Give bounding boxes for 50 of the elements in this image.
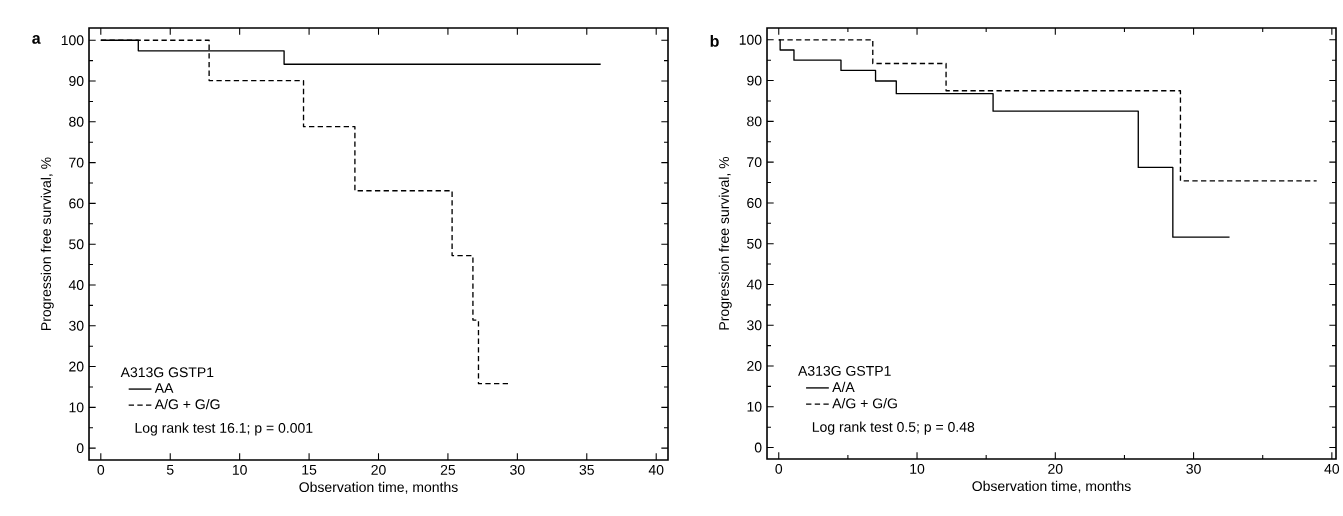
y-axis-title: Progression free survival, % (40, 157, 54, 330)
x-tick-label: 5 (166, 464, 174, 475)
x-tick-label: 10 (910, 463, 925, 474)
y-tick-label: 50 (747, 238, 762, 249)
legend-label: A/A (832, 381, 855, 393)
y-tick-label: 0 (76, 443, 84, 454)
annotation: Log rank test 0.5; p = 0.48 (812, 421, 975, 435)
y-tick-label: 20 (747, 361, 762, 371)
y-tick-label: 40 (746, 279, 762, 290)
x-axis-title: Observation time, months (299, 481, 458, 494)
chart-title: b (710, 35, 719, 47)
legend-title: A313G GSTP1 (798, 365, 891, 376)
y-tick-label: 80 (747, 116, 762, 127)
y-tick-label: 10 (69, 402, 84, 413)
x-tick-label: 40 (1324, 463, 1340, 474)
legend-label: AA (154, 383, 174, 393)
legend-label: A/G + G/G (154, 398, 220, 410)
x-tick-label: 20 (1048, 463, 1063, 474)
y-tick-label: 100 (739, 34, 762, 45)
y-tick-label: 30 (747, 320, 762, 331)
y-tick-label: 100 (61, 35, 84, 46)
y-tick-label: 80 (69, 116, 84, 127)
y-tick-label: 70 (747, 157, 762, 168)
x-tick-label: 10 (232, 464, 247, 475)
y-tick-label: 20 (69, 361, 84, 372)
y-tick-label: 10 (747, 401, 762, 412)
y-axis-title: Progression free survival, % (718, 156, 732, 330)
y-tick-label: 90 (747, 75, 762, 86)
y-tick-label: 60 (69, 198, 84, 209)
y-tick-label: 40 (68, 280, 84, 290)
y-tick-label: 60 (747, 197, 762, 208)
y-tick-label: 90 (69, 76, 84, 86)
y-tick-label: 70 (69, 157, 84, 168)
x-tick-label: 35 (579, 464, 594, 475)
y-tick-label: 50 (69, 239, 84, 250)
x-tick-label: 40 (648, 464, 664, 475)
y-tick-label: 30 (69, 320, 84, 331)
x-tick-label: 30 (510, 464, 525, 475)
x-tick-label: 0 (97, 464, 105, 475)
y-tick-label: 0 (754, 442, 762, 453)
x-tick-label: 20 (371, 464, 386, 475)
legend-title: A313G GSTP1 (120, 367, 214, 378)
x-tick-label: 0 (775, 463, 783, 474)
x-axis-title: Observation time, months (972, 480, 1131, 493)
x-tick-label: 30 (1186, 463, 1201, 474)
x-tick-label: 25 (440, 464, 456, 475)
x-tick-label: 15 (302, 464, 317, 475)
chart-title: a (32, 35, 41, 44)
legend-label: A/G + G/G (832, 398, 897, 409)
annotation: Log rank test 16.1; p = 0.001 (135, 422, 313, 436)
